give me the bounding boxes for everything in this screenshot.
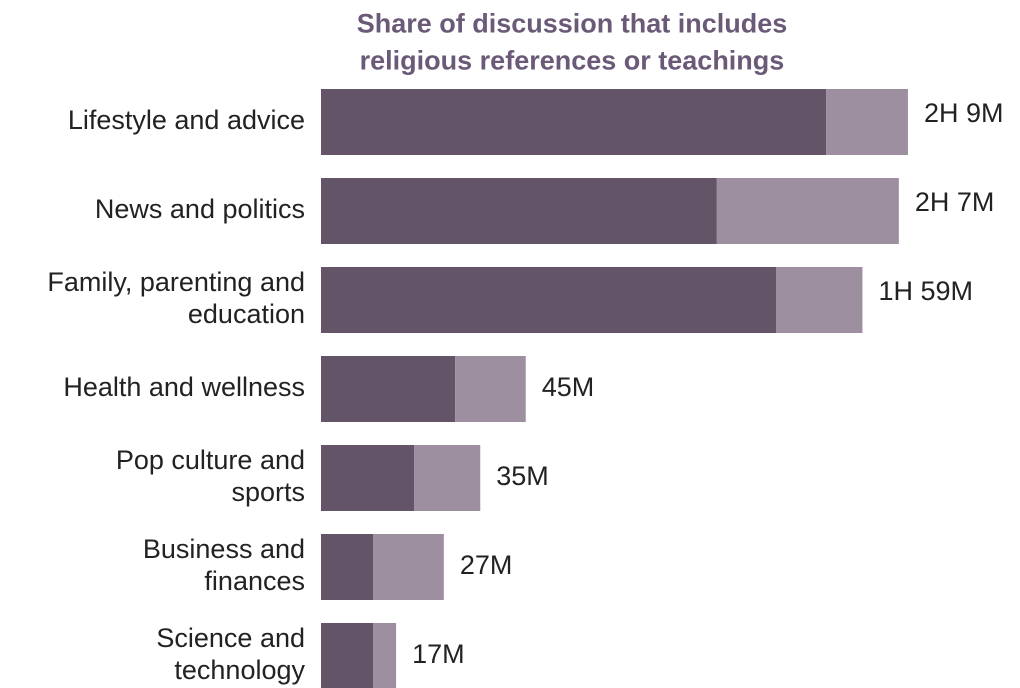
bar-segment	[321, 267, 776, 333]
bar-segment	[414, 445, 481, 511]
total-label: 35M	[496, 461, 549, 491]
bar-segment	[373, 623, 397, 688]
bar-segment	[321, 534, 374, 600]
category-label: Pop culture and sports	[116, 445, 305, 507]
total-label: 2H 9M	[924, 98, 1004, 128]
bar-segment	[776, 267, 863, 333]
bar-segment	[321, 623, 374, 688]
bar-segment	[321, 178, 717, 244]
category-label: News and politics	[95, 194, 305, 224]
category-label: Lifestyle and advice	[68, 105, 305, 135]
total-label: 45M	[542, 372, 595, 402]
total-label: 2H 7M	[915, 187, 995, 217]
bar-segment	[321, 445, 415, 511]
category-label: Science and technology	[156, 623, 305, 685]
total-label: 27M	[460, 550, 513, 580]
category-label: Family, parenting and education	[47, 267, 305, 329]
category-label: Health and wellness	[63, 372, 305, 402]
bar-segment	[373, 534, 444, 600]
bar-segment	[716, 178, 899, 244]
total-label: 1H 59M	[878, 276, 973, 306]
bar-segment	[826, 89, 908, 155]
bar-segment	[321, 89, 827, 155]
category-label: Business and finances	[143, 534, 305, 596]
total-label: 17M	[412, 639, 465, 669]
bar-segment	[321, 356, 456, 422]
chart-title: Share of discussion that includes religio…	[357, 9, 788, 76]
bar-segment	[455, 356, 526, 422]
